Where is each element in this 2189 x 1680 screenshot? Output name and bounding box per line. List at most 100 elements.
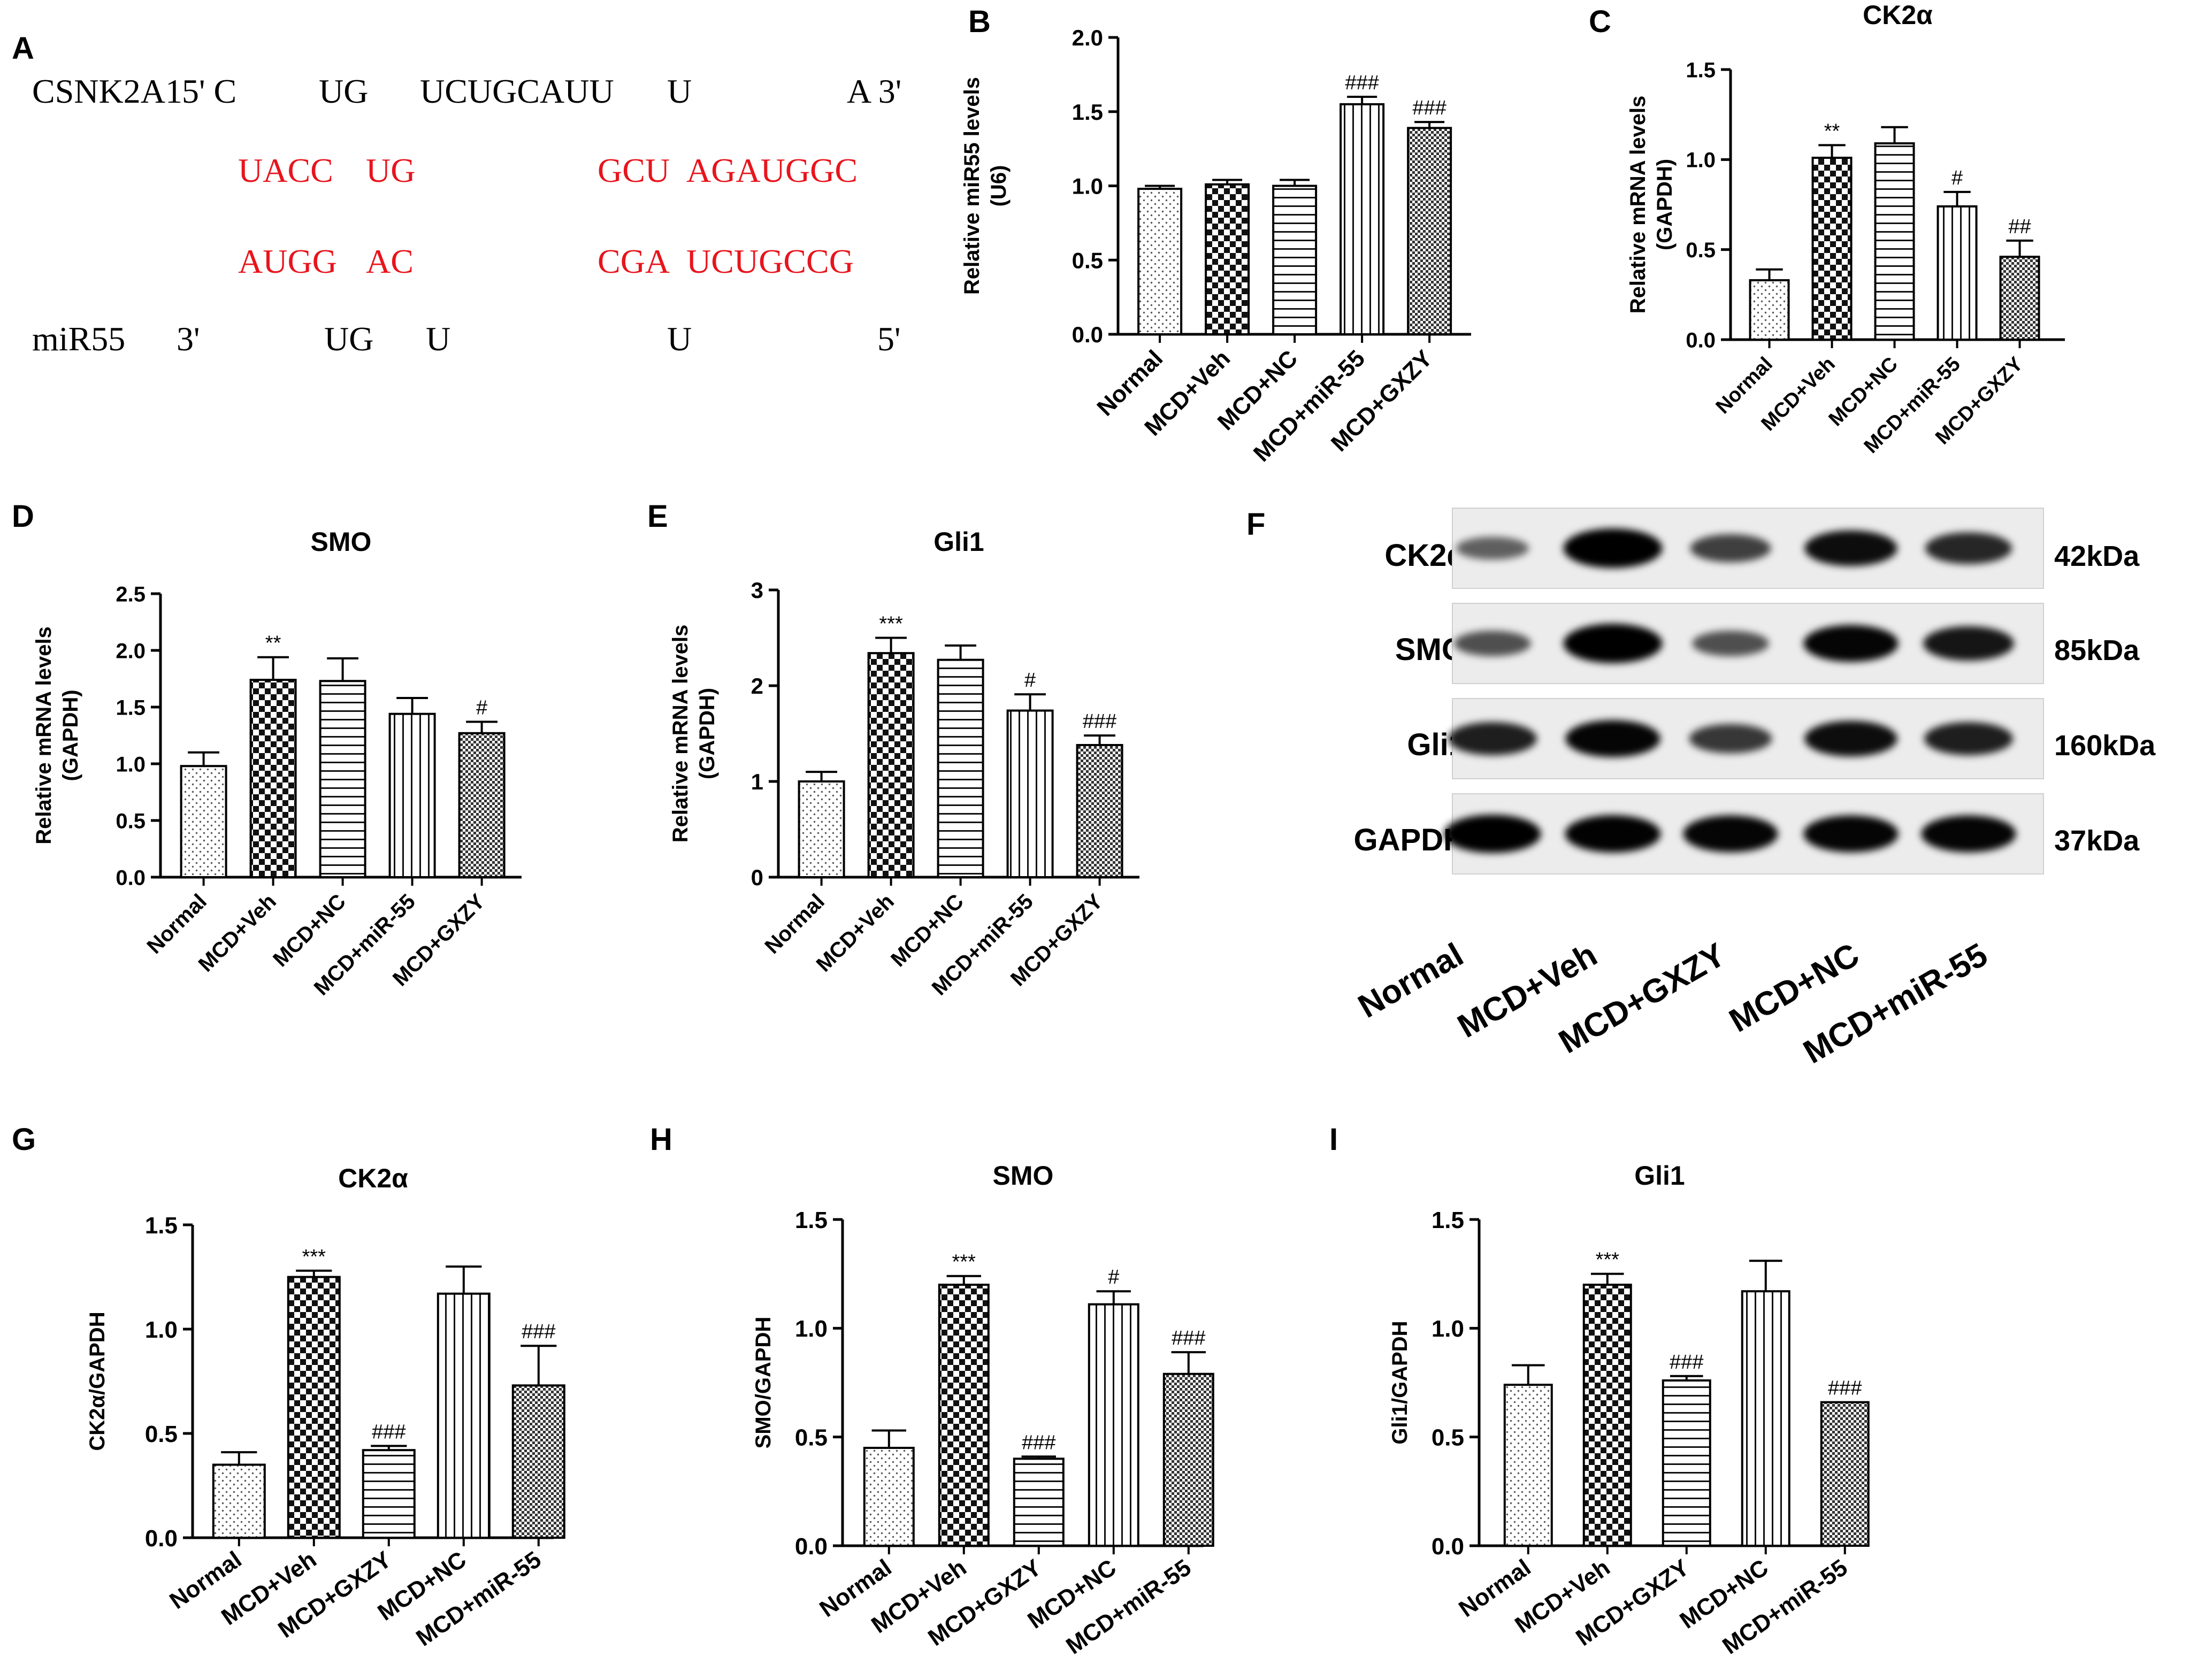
blot-band — [1444, 815, 1541, 853]
bar-normal — [1503, 1384, 1553, 1547]
y-tick-label: 1.5 — [116, 696, 146, 719]
x-tick-label: MCD+miR-55 — [1061, 1554, 1196, 1660]
panel-letter-h: H — [650, 1122, 672, 1157]
blot-size-smo: 85kDa — [2054, 634, 2140, 666]
seq-mir55-5prime: 5' — [877, 320, 901, 358]
chart-title: CK2α — [1863, 0, 1933, 30]
bar-mcd-nc — [1272, 185, 1318, 335]
blot-size-gapdh: 37kDa — [2054, 825, 2140, 857]
bar-mcd-veh — [1811, 156, 1853, 341]
y-tick-label: 0.0 — [116, 866, 146, 889]
bar-mcd-veh — [287, 1276, 341, 1539]
chart-panel-b: 0.0 0.5 1.0 1.5 2.0 Relative miR55 levels (U6)… — [960, 25, 1471, 467]
seq-pair-top-2: UG — [366, 151, 415, 189]
chart-panel-d: 0.0 0.5 1.0 1.5 2.0 2.5 Relative mRNA levels (G… — [32, 527, 522, 1000]
significance-label: *** — [1596, 1249, 1620, 1271]
significance-label: # — [1024, 669, 1036, 692]
chart-title: SMO — [311, 527, 372, 557]
bar-mcd-gxzy — [1662, 1379, 1711, 1547]
blot-band — [1804, 720, 1897, 757]
significance-label: ** — [265, 632, 281, 655]
significance-label: ### — [522, 1321, 555, 1343]
y-tick-label: 0.5 — [1072, 248, 1103, 273]
bar-mcd-gxzy — [1076, 743, 1123, 878]
x-tick-label: Normal — [760, 889, 829, 958]
panel-letter-g: G — [12, 1122, 36, 1157]
chart-panel-c: 0.0 0.5 1.0 1.5 Relative mRNA levels (GAPDH) C… — [1626, 0, 2065, 458]
significance-label: ### — [1345, 72, 1379, 94]
chart-panel-i: 0.00.51.01.5Gli1/GAPDHGli1Normal***MCD+V… — [1388, 1161, 1870, 1660]
y-tick-label: 0.0 — [1072, 322, 1103, 347]
y-axis-label: (GAPDH) — [59, 689, 82, 781]
y-tick-label: 1.5 — [1432, 1207, 1464, 1233]
y-tick-label: 2.0 — [1072, 25, 1103, 50]
blot-band — [1456, 536, 1529, 560]
blot-size-gli1: 160kDa — [2054, 730, 2156, 762]
significance-label: ### — [1412, 97, 1446, 119]
bar-normal — [180, 765, 227, 878]
y-tick-label: 0.0 — [795, 1533, 828, 1560]
y-axis-label: (U6) — [987, 165, 1011, 207]
blot-band — [1448, 722, 1537, 755]
bar-mcd-mir-55 — [1006, 709, 1054, 879]
blot-band — [1689, 724, 1772, 754]
chart-panel-e: 0 1 2 3 Relative mRNA levels (GAPDH) Gli1 Norma… — [669, 527, 1139, 1000]
chart-panel-h: 0.00.51.01.5SMO/GAPDHSMONormal***MCD+Veh… — [752, 1161, 1214, 1660]
bar-normal — [798, 780, 845, 878]
blot-band — [1925, 532, 2012, 564]
y-tick-label: 1.5 — [795, 1207, 828, 1233]
blot-band — [1690, 534, 1771, 563]
blot-band — [1565, 720, 1660, 757]
panel-letter-d: D — [12, 499, 34, 534]
bar-mcd-gxzy — [1407, 127, 1452, 335]
bar-mcd-nc — [937, 658, 984, 879]
significance-label: ### — [1670, 1351, 1703, 1374]
y-tick-label: 1.5 — [1686, 58, 1716, 82]
blot-band — [1565, 815, 1661, 853]
y-tick-label: 0 — [751, 865, 763, 890]
significance-label: *** — [952, 1251, 976, 1274]
y-axis-label: Relative mRNA levels — [669, 625, 692, 843]
seq-mir55-loop2: U — [426, 320, 450, 358]
y-tick-label: 1 — [751, 769, 763, 794]
panel-letter-i: I — [1329, 1122, 1338, 1157]
seq-pair-top-3: GCU — [598, 151, 670, 189]
seq-pair-bottom-3: CGA — [598, 242, 670, 280]
blot-band — [1803, 815, 1899, 853]
y-tick-label: 2.0 — [116, 639, 146, 663]
bar-mcd-mir-55 — [1162, 1372, 1214, 1547]
y-tick-label: 2 — [751, 673, 763, 699]
y-tick-label: 0.5 — [145, 1421, 178, 1447]
bar-mcd-mir-55 — [511, 1384, 565, 1539]
y-tick-label: 3 — [751, 578, 763, 603]
blot-band — [1683, 815, 1778, 853]
blot-band — [1803, 625, 1899, 662]
seq-pair-bottom-4: UCUGCCG — [686, 242, 854, 280]
bar-normal — [1749, 279, 1790, 341]
y-tick-label: 0.5 — [1686, 239, 1716, 262]
y-axis-label: Gli1/GAPDH — [1388, 1321, 1412, 1444]
x-tick-label: Normal — [142, 889, 211, 958]
seq-csnk2a1-loop1: UG — [319, 72, 368, 110]
x-tick-label: MCD+miR-55 — [411, 1546, 546, 1652]
seq-mir55-3prime: 3' — [177, 320, 200, 358]
significance-label: # — [1951, 167, 1963, 189]
bar-mcd-mir-55 — [1937, 205, 1978, 341]
seq-pair-bottom-2: AC — [366, 242, 414, 280]
significance-label: *** — [879, 613, 903, 635]
bar-mcd-gxzy — [1013, 1457, 1065, 1547]
x-tick-label: Normal — [1712, 353, 1777, 418]
seq-mir55-loop3: U — [667, 320, 692, 358]
significance-label: ### — [372, 1421, 405, 1443]
bar-mcd-mir-55 — [388, 712, 436, 878]
blot-band — [1454, 631, 1531, 656]
chart-title: SMO — [993, 1161, 1054, 1191]
bar-mcd-veh — [1582, 1284, 1632, 1547]
y-axis-label: SMO/GAPDH — [752, 1317, 775, 1449]
blot-size-ck2a: 42kDa — [2054, 540, 2140, 572]
y-tick-label: 1.5 — [1072, 99, 1103, 125]
y-tick-label: 1.0 — [1686, 149, 1716, 172]
seq-pair-top-1: UACC — [238, 151, 333, 189]
significance-label: ### — [1083, 710, 1116, 733]
significance-label: ## — [2008, 216, 2031, 238]
